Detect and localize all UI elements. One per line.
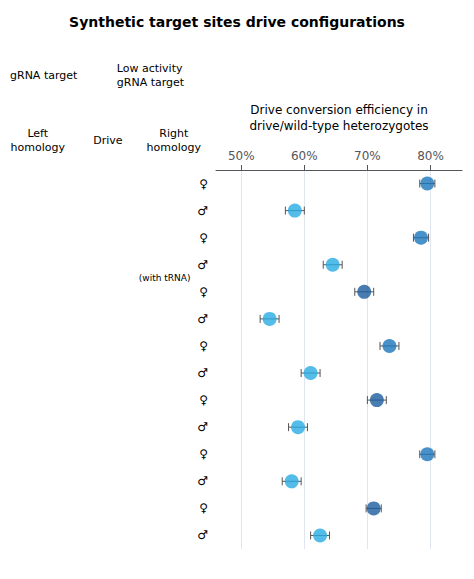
svg-text:♂: ♂ xyxy=(197,474,208,488)
svg-text:♀: ♀ xyxy=(199,501,208,515)
svg-text:70%: 70% xyxy=(354,149,381,163)
svg-text:♀: ♀ xyxy=(199,285,208,299)
svg-text:gRNA target: gRNA target xyxy=(117,76,185,89)
svg-text:♂: ♂ xyxy=(197,312,208,326)
svg-text:Synthetic target sites drive c: Synthetic target sites drive configurati… xyxy=(69,14,405,30)
svg-text:♀: ♀ xyxy=(199,447,208,461)
svg-text:60%: 60% xyxy=(291,149,318,163)
svg-text:Drive: Drive xyxy=(93,134,123,147)
svg-text:♀: ♀ xyxy=(199,231,208,245)
svg-text:Drive conversion efficiency in: Drive conversion efficiency in xyxy=(250,103,427,117)
svg-text:♀: ♀ xyxy=(199,177,208,191)
svg-text:Right: Right xyxy=(159,127,189,140)
svg-text:♂: ♂ xyxy=(197,420,208,434)
svg-text:50%: 50% xyxy=(228,149,255,163)
svg-text:homology: homology xyxy=(147,141,202,154)
svg-text:drive/wild-type heterozygotes: drive/wild-type heterozygotes xyxy=(249,119,428,133)
svg-text:80%: 80% xyxy=(417,149,444,163)
svg-text:♂: ♂ xyxy=(197,258,208,272)
svg-text:(with tRNA): (with tRNA) xyxy=(139,273,191,283)
svg-text:♂: ♂ xyxy=(197,528,208,542)
svg-text:gRNA target: gRNA target xyxy=(10,69,78,82)
svg-text:♀: ♀ xyxy=(199,339,208,353)
svg-text:Left: Left xyxy=(27,127,48,140)
svg-text:♂: ♂ xyxy=(197,204,208,218)
svg-text:♀: ♀ xyxy=(199,393,208,407)
svg-text:♂: ♂ xyxy=(197,366,208,380)
svg-text:Low activity: Low activity xyxy=(117,62,183,75)
svg-text:homology: homology xyxy=(11,141,66,154)
